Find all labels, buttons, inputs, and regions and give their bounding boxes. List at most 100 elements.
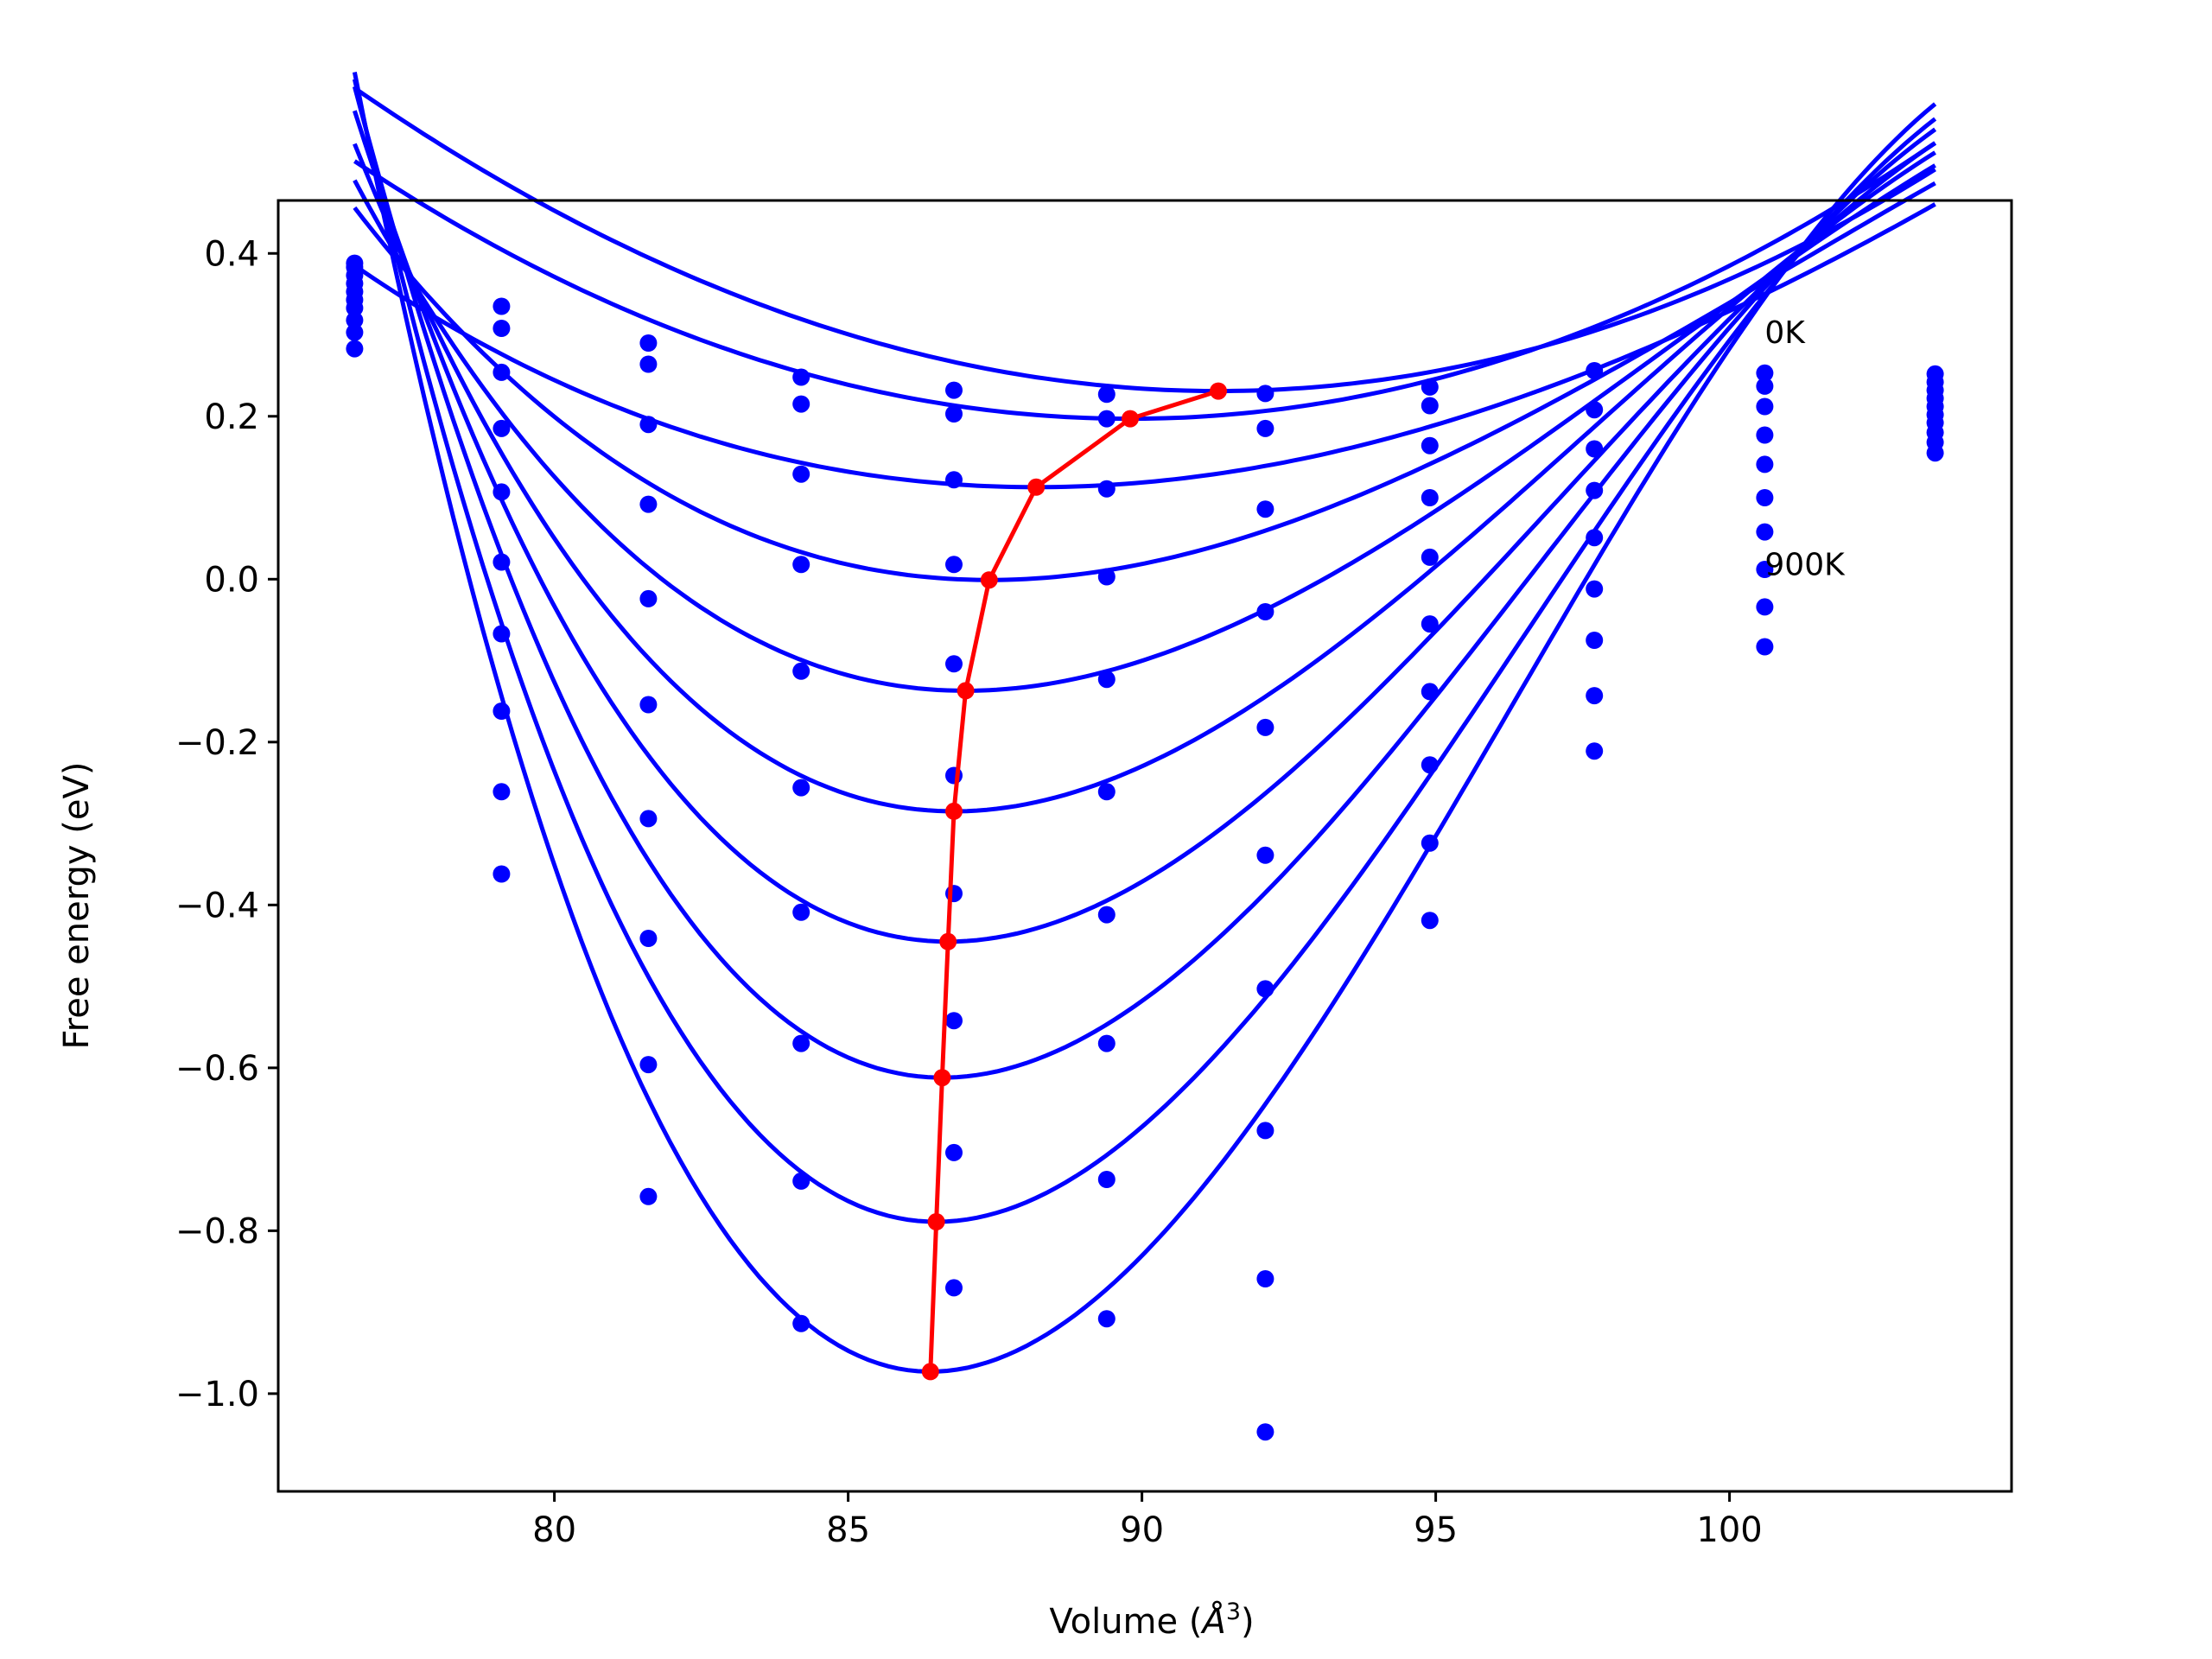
data-point-s6-0 [346,299,364,317]
fit-curve-6 [353,110,1936,944]
fit-curve-8 [352,79,1937,1224]
data-point-s6-6 [1256,980,1274,998]
data-point-s7-3 [792,1034,810,1052]
y-tick-label-2: 0.0 [204,560,259,600]
data-point-s7-7 [1421,756,1439,774]
data-point-s1-1 [493,320,511,337]
data-point-s7-9 [1756,561,1774,578]
data-point-s4-1 [493,483,511,501]
x-axis-label: Volume (Å3) [1049,1599,1254,1642]
data-point-s4-8 [1586,529,1604,547]
data-point-s5-6 [1256,846,1274,864]
data-point-s3-7 [1421,489,1439,506]
annotation-1: 900K [1764,548,1846,583]
data-point-s1-4 [945,405,963,423]
data-point-s1-9 [1756,377,1774,395]
data-point-s9-3 [792,1314,810,1332]
data-point-s3-3 [792,556,810,574]
data-point-s9-0 [346,340,364,358]
fit-curve-3 [353,181,1936,582]
data-point-s2-5 [1097,480,1116,498]
data-point-s3-4 [945,556,963,574]
y-tick-label-3: −0.2 [175,723,259,763]
fit-curve-1 [353,141,1936,422]
equilibrium-point-7 [933,1069,951,1087]
data-point-s7-5 [1097,1034,1116,1052]
data-point-s6-7 [1421,683,1439,701]
equilibrium-point-8 [927,1213,945,1230]
x-tick-label-4: 100 [1696,1510,1762,1550]
data-point-s0-8 [1586,362,1604,379]
equilibrium-point-0 [1210,382,1227,400]
data-point-s5-7 [1421,615,1439,633]
data-point-s4-2 [639,589,658,607]
data-point-s2-1 [493,363,511,381]
data-point-s9-4 [945,1279,963,1297]
data-point-s8-2 [639,1056,658,1074]
annotation-0: 0K [1764,315,1806,351]
data-point-s2-3 [792,465,810,483]
data-point-s7-0 [346,311,364,329]
series-layer [346,72,1944,1441]
data-point-s4-9 [1756,455,1774,474]
x-tick-label-2: 90 [1120,1510,1164,1550]
data-point-s2-4 [945,471,963,489]
data-point-s4-7 [1421,548,1439,566]
x-tick-label-0: 80 [532,1510,576,1550]
data-point-s4-6 [1256,718,1274,736]
data-point-s4-3 [792,662,810,680]
data-point-s8-8 [1586,742,1604,760]
data-point-s0-5 [1097,385,1116,404]
data-point-s5-5 [1097,783,1116,801]
data-point-s2-9 [1756,397,1774,416]
data-point-s9-5 [1097,1310,1116,1328]
data-point-s6-8 [1586,632,1604,649]
data-point-s0-4 [945,381,963,399]
data-point-s6-3 [792,903,810,921]
fit-curve-7 [352,86,1937,1080]
fit-curve-4 [353,163,1936,693]
equilibrium-point-4 [957,682,975,700]
y-tick-label-5: −0.6 [175,1049,259,1089]
data-point-s7-6 [1256,1122,1274,1140]
data-point-s9-9 [1756,638,1774,656]
data-point-s8-6 [1256,1270,1274,1287]
data-point-s1-3 [792,395,810,413]
data-point-s0-6 [1256,385,1274,403]
data-point-s8-1 [493,783,511,801]
data-point-s1-6 [1256,419,1274,437]
data-point-s3-5 [1097,568,1116,586]
y-tick-label-0: 0.4 [204,234,259,274]
data-point-s5-2 [639,696,658,714]
data-point-s9-2 [639,1187,658,1205]
data-point-s1-7 [1421,397,1439,415]
y-tick-label-1: 0.2 [204,397,259,437]
data-point-s2-7 [1421,436,1439,454]
data-point-s2-8 [1586,440,1604,458]
data-point-s6-9 [1756,523,1774,541]
data-point-s1-5 [1097,410,1116,428]
data-point-s5-3 [792,779,810,797]
data-point-s5-9 [1756,489,1774,506]
equilibrium-point-2 [1027,478,1046,496]
data-point-s0-2 [639,334,658,352]
data-point-s7-4 [945,1012,963,1030]
data-point-s1-8 [1586,401,1604,419]
data-point-s0-7 [1421,378,1439,396]
data-point-s1-2 [639,355,658,373]
data-point-s2-2 [639,416,658,434]
equilibrium-point-1 [1122,410,1139,428]
data-point-s0-9 [1756,364,1774,382]
data-point-s7-2 [639,930,658,947]
data-point-s3-9 [1756,426,1774,444]
data-point-s8-3 [792,1172,810,1190]
data-point-s4-5 [1097,671,1116,689]
plot-frame [276,199,2013,1493]
data-point-s6-1 [493,625,511,643]
y-tick-label-4: −0.4 [175,886,259,925]
data-point-s3-8 [1586,481,1604,499]
data-point-s3-2 [639,495,658,513]
ticks-layer: 80 85 90 95 100 0.4 0.2 0.0 −0.2 −0.4 −0.6 −0.8 −1.0 [175,234,1763,1550]
